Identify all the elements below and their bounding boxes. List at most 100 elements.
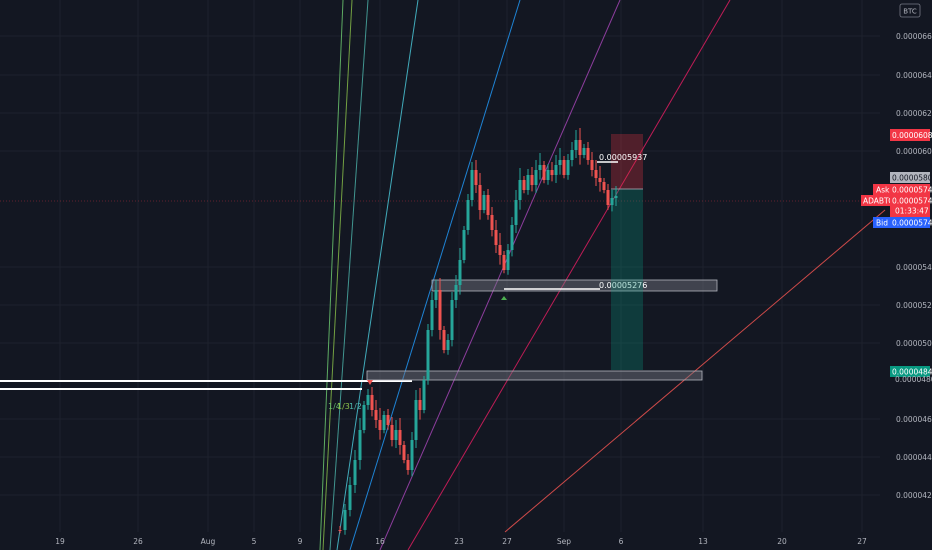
candle bbox=[482, 191, 486, 214]
svg-text:Bid: Bid bbox=[876, 219, 888, 228]
candle bbox=[530, 167, 534, 192]
fan-line-blue[interactable] bbox=[349, 0, 521, 550]
candle bbox=[522, 176, 526, 194]
time-tick-label: Aug bbox=[201, 537, 216, 546]
currency-badge[interactable] bbox=[899, 3, 921, 18]
time-axis[interactable]: 19 26 Aug 5 9 16 23 27 Sep 6 13 20 27 bbox=[55, 537, 867, 546]
svg-text:Ask: Ask bbox=[876, 186, 890, 195]
candle bbox=[402, 441, 406, 464]
candle bbox=[422, 376, 426, 414]
svg-text:0.00005741: 0.00005741 bbox=[892, 186, 932, 195]
candle bbox=[343, 504, 347, 535]
fan-line-green-2[interactable] bbox=[322, 0, 353, 550]
time-tick-label: Sep bbox=[557, 537, 571, 546]
candle bbox=[582, 144, 586, 159]
candle bbox=[353, 450, 357, 493]
time-tick-label: 26 bbox=[133, 537, 143, 546]
svg-text:0.00005741: 0.00005741 bbox=[892, 197, 932, 206]
time-tick-label: 13 bbox=[698, 537, 708, 546]
candle bbox=[494, 220, 498, 253]
candle bbox=[506, 244, 510, 275]
fan-line-teal[interactable] bbox=[329, 0, 369, 550]
candle bbox=[386, 409, 390, 430]
candle bbox=[466, 194, 470, 235]
candle bbox=[418, 388, 422, 420]
price-tick-label: 0.00006000 bbox=[896, 147, 932, 156]
fib-label-a: 1/4 bbox=[328, 402, 341, 411]
candle bbox=[462, 226, 466, 264]
candle bbox=[414, 390, 418, 448]
candle bbox=[610, 190, 614, 212]
price-tick-label: 0.00005000 bbox=[896, 339, 932, 348]
currency-badge-label: BTC bbox=[903, 8, 917, 16]
candle bbox=[546, 164, 550, 185]
svg-text:01:33:47: 01:33:47 bbox=[895, 207, 929, 216]
support-level-label: 0.00005276 bbox=[599, 281, 647, 290]
candle bbox=[434, 280, 438, 308]
fan-line-cyan[interactable] bbox=[336, 0, 419, 550]
candle bbox=[574, 130, 578, 158]
candle bbox=[470, 162, 474, 207]
price-tick-label: 0.00004200 bbox=[896, 491, 932, 500]
candle bbox=[374, 400, 378, 428]
candle bbox=[590, 152, 594, 177]
ask-tag: Ask 0.00005741 bbox=[873, 184, 932, 195]
candle bbox=[566, 154, 570, 180]
candle bbox=[450, 292, 454, 347]
time-tick-label: 16 bbox=[375, 537, 385, 546]
candle bbox=[366, 389, 370, 410]
candle bbox=[598, 166, 602, 192]
candle bbox=[474, 160, 478, 193]
zone-lower[interactable] bbox=[366, 370, 703, 381]
candle bbox=[614, 186, 618, 206]
candle bbox=[454, 275, 458, 308]
candle bbox=[486, 189, 490, 220]
target-level-tag: 0.00004842 0.00004800 bbox=[890, 366, 932, 384]
candle bbox=[542, 161, 546, 184]
time-tick-label: 27 bbox=[857, 537, 867, 546]
stop-level-tag: 0.00006086 bbox=[890, 129, 932, 141]
time-tick-label: 19 bbox=[55, 537, 65, 546]
chart-grid bbox=[0, 0, 880, 532]
candle bbox=[594, 160, 598, 186]
candle bbox=[490, 207, 494, 237]
candle bbox=[554, 155, 558, 183]
candle bbox=[558, 148, 562, 175]
candle bbox=[406, 454, 410, 475]
candle bbox=[502, 251, 506, 274]
candle bbox=[550, 162, 554, 182]
candle bbox=[438, 278, 442, 340]
price-tick-label: 0.00004400 bbox=[896, 453, 932, 462]
fan-line-pink[interactable] bbox=[407, 0, 731, 550]
candle bbox=[348, 477, 352, 517]
candle bbox=[458, 248, 462, 295]
zone-support[interactable] bbox=[431, 279, 718, 292]
candle bbox=[446, 334, 450, 355]
fan-line-green-1[interactable] bbox=[319, 0, 344, 550]
time-tick-label: 23 bbox=[454, 537, 464, 546]
price-tick-label: 0.00005200 bbox=[896, 301, 932, 310]
candle bbox=[338, 526, 342, 534]
candle bbox=[526, 169, 530, 195]
candle bbox=[570, 142, 574, 167]
arrow-up-marker-icon bbox=[501, 296, 507, 300]
candlestick-series[interactable] bbox=[338, 128, 618, 535]
candle bbox=[602, 178, 606, 194]
price-tick-label: 0.00006400 bbox=[896, 71, 932, 80]
candle bbox=[562, 156, 566, 179]
price-tick-label: 0.00006600 bbox=[896, 32, 932, 41]
price-axis[interactable]: 0.00006600 0.00006400 0.00006200 0.00006000… bbox=[896, 32, 932, 500]
candle bbox=[518, 168, 522, 210]
candle bbox=[426, 324, 430, 385]
candle bbox=[410, 432, 414, 477]
position-target-zone[interactable] bbox=[611, 189, 643, 370]
fib-fan-lines[interactable] bbox=[319, 0, 886, 550]
candle bbox=[394, 420, 398, 448]
fan-line-magenta[interactable] bbox=[379, 0, 621, 550]
candle bbox=[398, 418, 402, 455]
price-tick-label: 0.00004600 bbox=[896, 415, 932, 424]
svg-text:ADABTC: ADABTC bbox=[863, 197, 893, 206]
